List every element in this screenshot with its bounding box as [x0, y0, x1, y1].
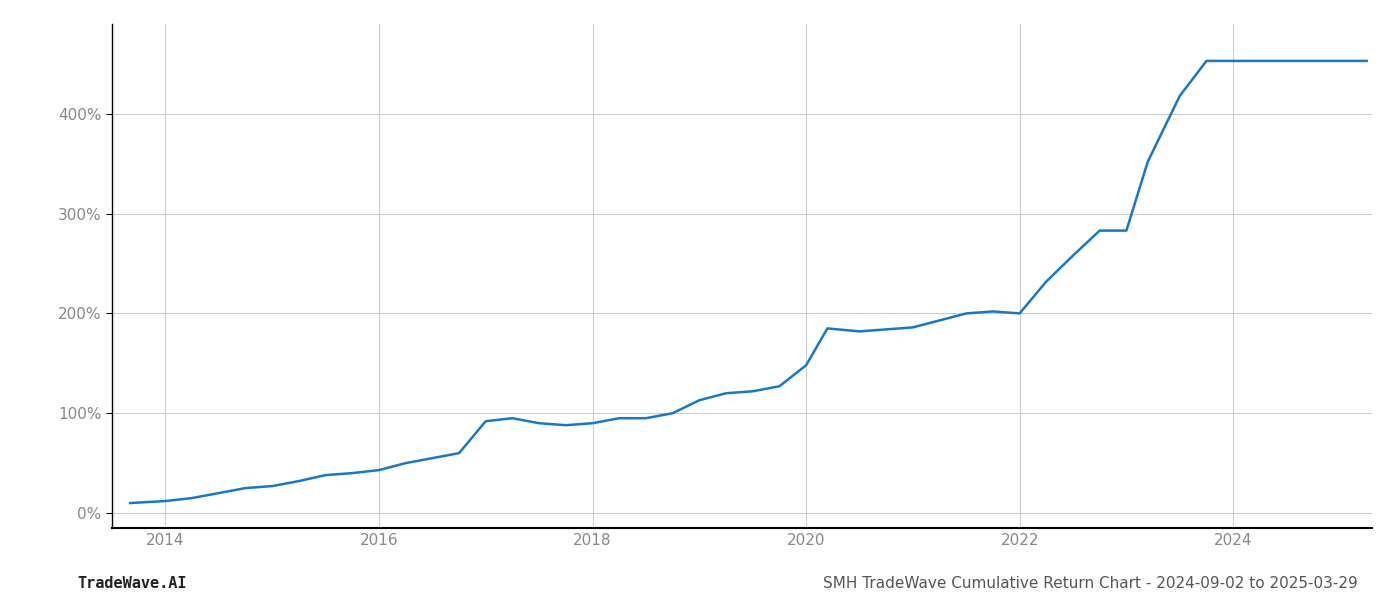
Text: TradeWave.AI: TradeWave.AI	[77, 576, 186, 591]
Text: SMH TradeWave Cumulative Return Chart - 2024-09-02 to 2025-03-29: SMH TradeWave Cumulative Return Chart - …	[823, 576, 1358, 591]
